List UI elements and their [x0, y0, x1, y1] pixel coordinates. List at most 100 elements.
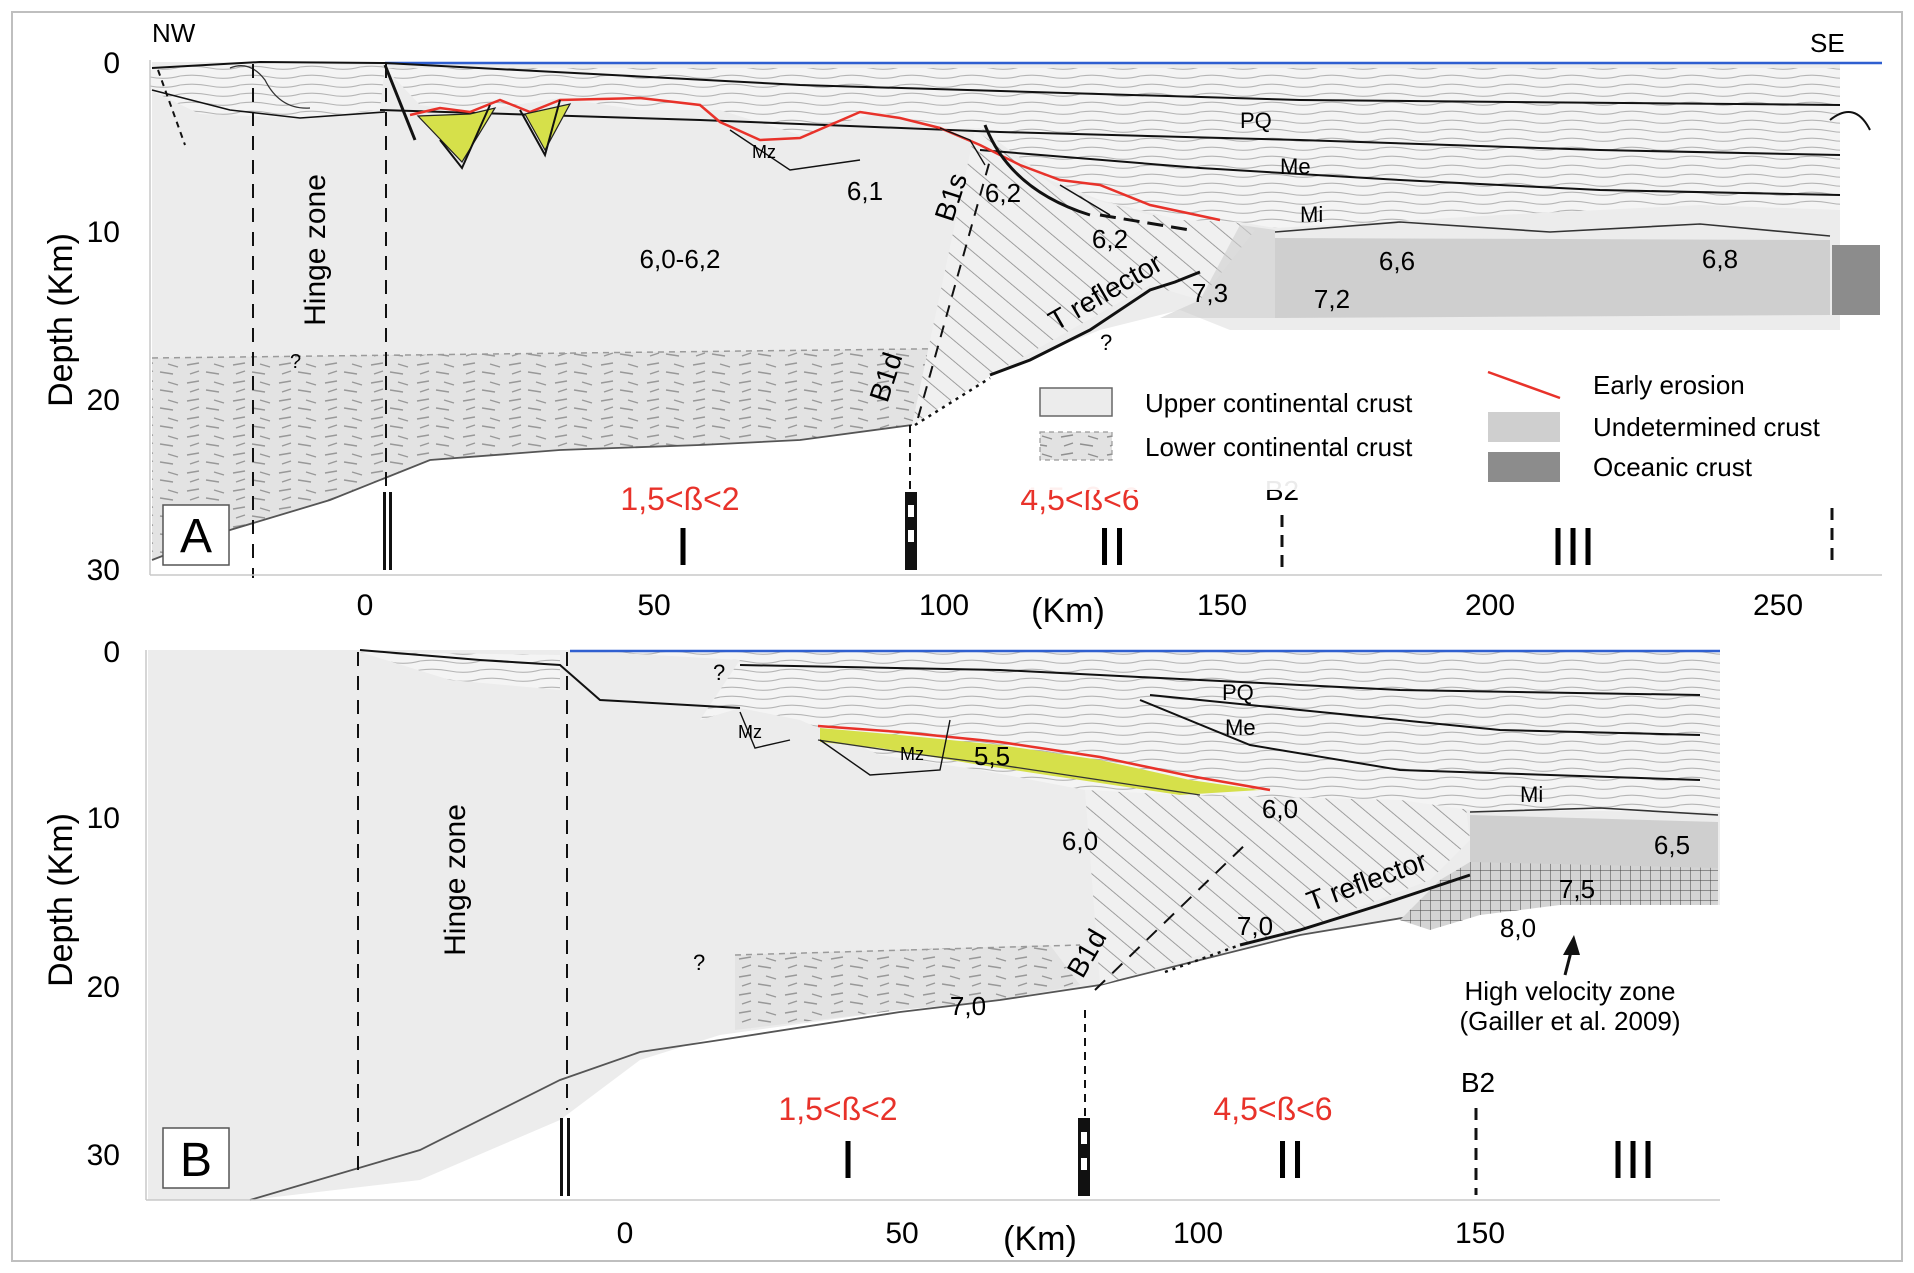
undetermined-crust-left-a: [1160, 225, 1275, 318]
x-tick-a-0: 0: [357, 589, 374, 622]
y-tick-b-10: 10: [87, 802, 120, 835]
question-mark-1-a: ?: [290, 351, 301, 373]
x-axis-label-b: (Km): [1003, 1220, 1077, 1258]
velocity-a-1: 6,0-6,2: [640, 244, 721, 274]
high-velocity-zone-b: [1400, 862, 1718, 930]
west-detail-a: [229, 65, 311, 109]
t-reflector-dotted-b: [1164, 943, 1241, 974]
boundary-marker-2-gap1-a: [908, 505, 914, 517]
horizon-mi-b: [1139, 699, 1701, 781]
legend-oceanic-label: Oceanic crust: [1593, 452, 1753, 482]
early-erosion-b: [817, 724, 1271, 792]
y-tick-a-0: 0: [103, 47, 120, 80]
seamount-a: [1829, 111, 1871, 131]
velocity-a-8: 6,8: [1702, 244, 1738, 274]
panel-b-letter: B: [180, 1134, 212, 1187]
syn-rift-wedge-b: [820, 728, 1260, 795]
boundary-marker-1b-a: [389, 492, 392, 570]
t-reflector-line-b: [1239, 873, 1471, 947]
horizon-pq-a: [151, 60, 1841, 106]
x-tick-a-250: 250: [1753, 589, 1803, 622]
y-tick-a-20: 20: [87, 384, 120, 417]
transition-zone-a: [912, 130, 1255, 425]
lower-crust-top-b: [734, 944, 1081, 956]
fault-3-a: [519, 99, 561, 158]
boundary-marker-2-b: [1078, 1118, 1090, 1196]
undetermined-crust-b: [1470, 815, 1718, 870]
beta-range-2-b: 4,5<ß<6: [1213, 1091, 1332, 1127]
boundary-marker-2-gap2-a: [908, 530, 914, 542]
boundary-marker-2-gap2-b: [1081, 1158, 1087, 1170]
west-horizon-a: [151, 89, 386, 119]
panel-b-letter-box: [162, 1127, 230, 1189]
legend-undetermined-label: Undetermined crust: [1593, 412, 1821, 442]
velocity-a-3: 6,2: [985, 178, 1021, 208]
fault-1-a: [383, 64, 417, 141]
unit-mz-2-b: Mz: [900, 744, 924, 764]
t-reflector-line-a: [989, 270, 1201, 377]
hinge-zone-label-b: Hinge zone: [439, 804, 472, 956]
x-tick-a-50: 50: [637, 589, 670, 622]
legend-upper-label: Upper continental crust: [1145, 388, 1413, 418]
unit-me-b: Me: [1225, 715, 1256, 740]
hvz-label-2: (Gailler et al. 2009): [1459, 1006, 1680, 1036]
y-axis-label-b: Depth (Km): [42, 813, 80, 987]
hvz-label-1: High velocity zone: [1465, 976, 1676, 1006]
shelf-line-b: [359, 649, 741, 709]
legend-undetermined-swatch: [1488, 412, 1560, 442]
figure-frame: [11, 11, 1903, 1262]
mz-basin-1-b: [739, 711, 791, 749]
x-tick-b-0: 0: [617, 1217, 634, 1250]
boundary-marker-1-a: [383, 492, 386, 570]
velocity-a-2: 6,1: [847, 176, 883, 206]
mz-basin-a: [729, 129, 861, 171]
legend-erosion-label: Early erosion: [1593, 370, 1745, 400]
unit-pq-b: PQ: [1222, 680, 1254, 705]
legend-lower-label: Lower continental crust: [1145, 432, 1413, 462]
beta-range-1-a: 1,5<ß<2: [620, 481, 739, 517]
domain-ii-b: II: [1275, 1130, 1305, 1190]
question-mark-2-b: ?: [693, 950, 705, 975]
velocity-b-4: 7,0: [1237, 911, 1273, 941]
beta-range-1-b: 1,5<ß<2: [778, 1091, 897, 1127]
legend-erosion-swatch: [1487, 370, 1561, 400]
y-tick-b-30: 30: [87, 1139, 120, 1172]
x-tick-a-150: 150: [1197, 589, 1247, 622]
boundary-marker-1-b: [560, 1118, 563, 1196]
velocity-a-7: 7,2: [1314, 284, 1350, 314]
question-mark-2-a: ?: [1100, 330, 1112, 355]
x-tick-b-150: 150: [1455, 1217, 1505, 1250]
t-reflector-dotted-a: [914, 376, 991, 427]
nw-label: NW: [152, 18, 196, 48]
horizon-mi-a: [979, 149, 1841, 196]
lower-continental-crust-b: [735, 945, 1080, 1030]
detachment-dashed-a: [1099, 213, 1191, 232]
y-tick-a-30: 30: [87, 554, 120, 587]
legend-background: [1030, 365, 1870, 490]
y-tick-b-0: 0: [103, 636, 120, 669]
mz-basin-2-b: [819, 719, 951, 776]
undetermined-crust-a: [1275, 238, 1830, 318]
fault-2-a: [439, 104, 491, 170]
horizon-pq-b: [739, 664, 1701, 696]
sediments-a: [385, 68, 1840, 228]
velocity-b-2: 6,0: [1062, 826, 1098, 856]
unit-mz-1-b: Mz: [738, 722, 762, 742]
hvz-arrow-head: [1563, 935, 1580, 955]
moho-line-b: [249, 914, 1421, 1201]
x-axis-label-a: (Km): [1031, 592, 1105, 630]
moho-line-a: [151, 424, 913, 561]
velocity-b-1: 5,5: [974, 741, 1010, 771]
y-axis-label-a: Depth (Km): [42, 233, 80, 407]
velocity-b-5: 7,0: [950, 991, 986, 1021]
legend-upper-swatch: [1039, 387, 1113, 417]
velocity-a-6: 6,6: [1379, 246, 1415, 276]
velocity-a-5: 7,3: [1192, 278, 1228, 308]
syn-rift-wedge-2-a: [524, 103, 572, 152]
domain-iii-b: III: [1610, 1130, 1655, 1190]
basin-4-a: [939, 127, 986, 166]
velocity-b-3: 6,0: [1262, 794, 1298, 824]
west-fault-a: [157, 69, 186, 146]
panel-a: NW SE Depth (Km) 0 10 20 30 0 50 100 150…: [42, 18, 1882, 630]
unit-mi-b: Mi: [1520, 782, 1543, 807]
